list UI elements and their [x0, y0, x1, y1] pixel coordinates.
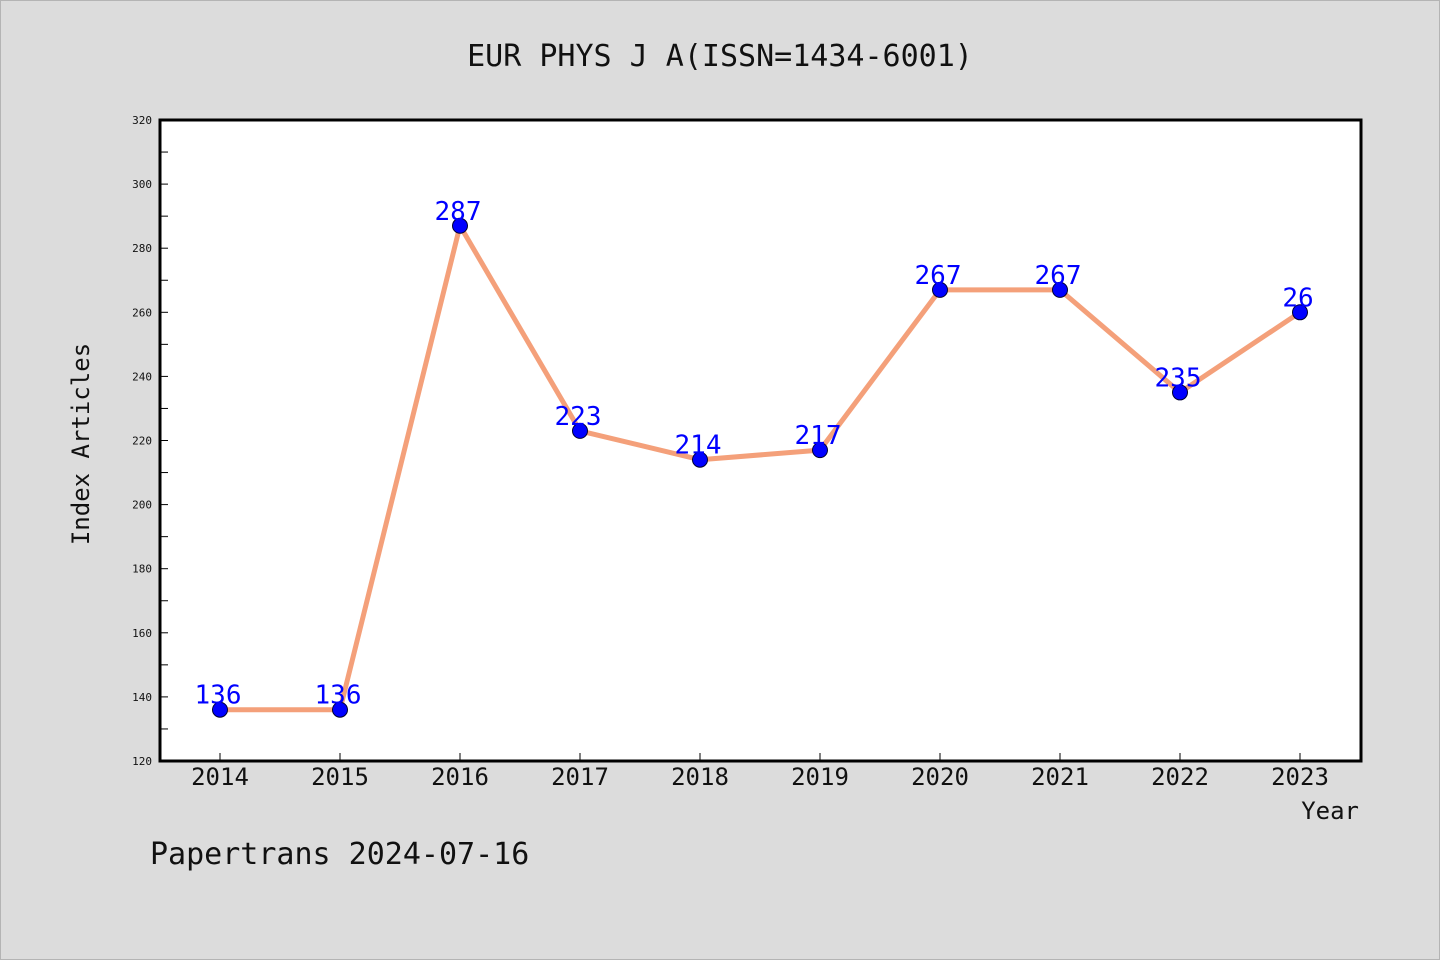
data-point-marker: [1052, 281, 1068, 298]
series-line: [220, 223, 1302, 713]
footer-text: Papertrans 2024-07-16: [150, 837, 529, 872]
data-label: 223: [555, 402, 602, 432]
plot-frame: [158, 118, 1363, 763]
data-point-marker: [812, 442, 828, 459]
data-point-marker: [332, 701, 348, 718]
y-axis: 120 140 160 180 200 220 240 260 280 300 320: [132, 114, 168, 768]
data-label: 136: [315, 681, 362, 711]
x-tick-label: 2015: [311, 763, 369, 791]
y-tick-label: 140: [132, 691, 152, 704]
y-tick-label: 320: [132, 114, 152, 127]
x-tick-label: 2021: [1031, 763, 1089, 791]
y-tick-label: 120: [132, 755, 152, 768]
data-point-marker: [1292, 304, 1308, 321]
y-axis-label: Index Articles: [67, 343, 95, 545]
x-tick-label: 2017: [551, 763, 609, 791]
y-tick-label: 300: [132, 178, 152, 191]
y-tick-label: 160: [132, 627, 152, 640]
y-tick-label: 260: [132, 306, 152, 319]
data-labels: 136 136 287 223 214 217 267 267 235 26: [195, 197, 1314, 711]
data-label: 287: [435, 197, 482, 227]
data-label: 267: [1035, 261, 1082, 291]
data-markers: [212, 217, 1308, 718]
x-tick-label: 2014: [191, 763, 249, 791]
data-point-marker: [1172, 384, 1188, 401]
data-point-marker: [692, 451, 708, 468]
x-tick-label: 2016: [431, 763, 489, 791]
y-tick-label: 220: [132, 435, 152, 448]
x-tick-label: 2022: [1151, 763, 1209, 791]
x-tick-label: 2020: [911, 763, 969, 791]
data-point-marker: [212, 701, 228, 718]
y-tick-label: 200: [132, 499, 152, 512]
data-label: 136: [195, 681, 242, 711]
data-point-marker: [572, 422, 588, 439]
x-tick-label: 2023: [1271, 763, 1329, 791]
data-point-marker: [452, 217, 468, 234]
y-tick-label: 180: [132, 563, 152, 576]
x-tick-label: 2018: [671, 763, 729, 791]
x-axis: 2014 2015 2016 2017 2018 2019 2020 2021 2022 2023: [191, 753, 1329, 791]
y-tick-label: 240: [132, 370, 152, 383]
data-label: 267: [915, 261, 962, 291]
chart-title: EUR PHYS J A(ISSN=1434-6001): [467, 39, 973, 74]
data-label: 217: [795, 421, 842, 451]
data-point-marker: [932, 281, 948, 298]
y-tick-label: 280: [132, 242, 152, 255]
x-tick-label: 2019: [791, 763, 849, 791]
data-label: 235: [1155, 363, 1202, 393]
data-label: 214: [675, 431, 722, 461]
x-axis-label: Year: [1301, 797, 1359, 825]
plot-area: [160, 120, 1361, 761]
data-label: 26: [1282, 283, 1313, 313]
